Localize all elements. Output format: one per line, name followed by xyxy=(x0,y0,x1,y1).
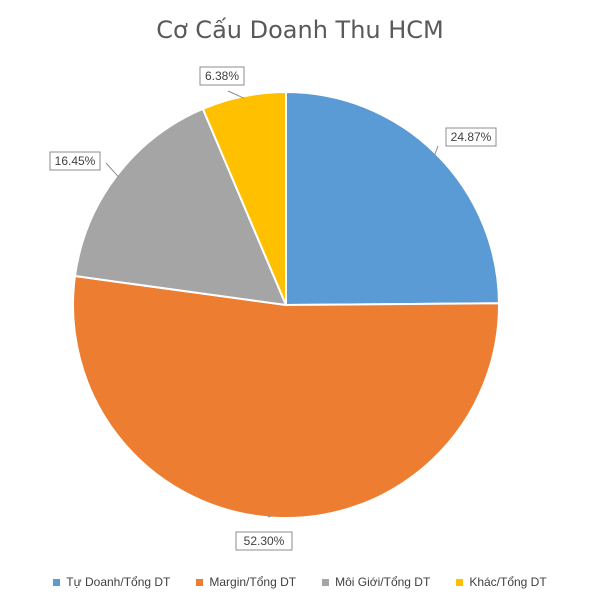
data-label-box-2 xyxy=(235,531,293,551)
legend-item-2: Margin/Tổng DT xyxy=(196,575,296,589)
legend-swatch-icon xyxy=(196,578,204,586)
legend-item-1: Tự Doanh/Tổng DT xyxy=(53,575,170,589)
leader-line-2 xyxy=(267,515,273,518)
data-label-box-3 xyxy=(49,151,101,171)
pie-slice-4 xyxy=(201,90,287,306)
legend-label: Tự Doanh/Tổng DT xyxy=(66,575,171,589)
pie-slice-1 xyxy=(285,90,501,307)
leader-line-4 xyxy=(227,90,245,99)
legend-item-4: Khác/Tổng DT xyxy=(456,575,547,589)
data-label-1: 24.87% xyxy=(451,130,492,144)
legend-label: Khác/Tổng DT xyxy=(469,575,547,589)
legend-label: Margin/Tổng DT xyxy=(209,575,297,589)
legend-item-3: Môi Giới/Tổng DT xyxy=(322,575,430,589)
data-label-box-1 xyxy=(445,127,497,147)
leader-line-1 xyxy=(434,145,439,156)
legend-label: Môi Giới/Tổng DT xyxy=(335,575,431,589)
legend-swatch-icon xyxy=(322,578,330,586)
legend-swatch-icon xyxy=(456,578,464,586)
pie-slices xyxy=(72,90,501,519)
data-label-box-4 xyxy=(199,66,245,86)
data-label-2: 52.30% xyxy=(244,534,285,548)
leader-line-3 xyxy=(105,162,119,178)
legend-swatch-icon xyxy=(53,578,61,586)
pie-slice-2 xyxy=(72,274,500,519)
data-labels: 24.87% 52.30% 16.45% 6.38% xyxy=(49,66,497,551)
data-label-4: 6.38% xyxy=(205,69,239,83)
chart-title: Cơ Cấu Doanh Thu HCM xyxy=(156,16,444,44)
legend: Tự Doanh/Tổng DT Margin/Tổng DT Môi Giới/T… xyxy=(0,575,600,589)
data-label-3: 16.45% xyxy=(55,154,96,168)
